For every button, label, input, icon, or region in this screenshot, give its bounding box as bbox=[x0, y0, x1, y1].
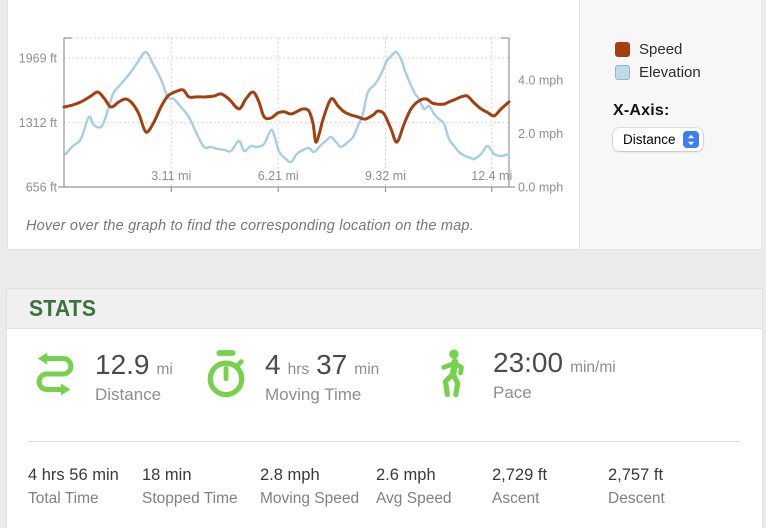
x-axis-select-value: Distance bbox=[623, 132, 676, 147]
y-right-tick-label: 2.0 mph bbox=[518, 127, 563, 141]
x-axis-control: X-Axis: Distance bbox=[613, 102, 703, 151]
secondary-stat-stopped-time: 18 min Stopped Time bbox=[142, 466, 238, 508]
chart-card: 3.11 mi 6.21 mi 9.32 mi 12.4 mi 1969 ft 1312 … bbox=[7, 0, 761, 250]
secondary-stat-label: Avg Speed bbox=[376, 490, 452, 507]
chart-side-panel: Speed Elevation X-Axis: Distance bbox=[579, 0, 761, 249]
x-axis-label: X-Axis: bbox=[613, 102, 670, 119]
stat-value-segment: hrs bbox=[287, 361, 310, 378]
chart-legend: Speed Elevation bbox=[615, 38, 701, 84]
stats-header: STATS bbox=[7, 289, 762, 329]
stats-title: STATS bbox=[29, 295, 97, 321]
secondary-stat-value: 18 min bbox=[142, 466, 192, 484]
y-left-tick-label: 1969 ft bbox=[19, 52, 58, 66]
secondary-stat-value: 2,729 ft bbox=[492, 466, 548, 484]
y-left-tick-label: 1312 ft bbox=[19, 116, 58, 130]
legend-label: Speed bbox=[639, 41, 683, 58]
secondary-stat-label: Stopped Time bbox=[142, 490, 238, 507]
x-tick-label: 12.4 mi bbox=[471, 169, 512, 183]
route-icon bbox=[36, 352, 74, 396]
stat-value-segment: min/mi bbox=[570, 359, 616, 376]
y-left-tick-label: 656 ft bbox=[26, 181, 58, 195]
stat-label: Moving Time bbox=[265, 385, 362, 404]
elevation-line bbox=[64, 50, 511, 164]
stat-value: 12.9 mi bbox=[95, 349, 173, 381]
stat-value: 4 hrs 37 min bbox=[265, 349, 379, 381]
stats-divider bbox=[28, 441, 740, 442]
secondary-stat-value: 4 hrs 56 min bbox=[28, 466, 119, 484]
select-stepper-icon bbox=[682, 131, 699, 148]
secondary-stat-value: 2.8 mph bbox=[260, 466, 320, 484]
secondary-stat-label: Descent bbox=[608, 490, 665, 507]
stat-value: 23:00 min/mi bbox=[493, 347, 616, 379]
stat-label: Pace bbox=[493, 383, 532, 402]
secondary-stat-moving-speed: 2.8 mph Moving Speed bbox=[260, 466, 359, 508]
stopwatch-icon bbox=[207, 350, 245, 398]
secondary-stat-avg-speed: 2.6 mph Avg Speed bbox=[376, 466, 452, 508]
secondary-stat-descent: 2,757 ft Descent bbox=[608, 466, 665, 508]
chart-area: 3.11 mi 6.21 mi 9.32 mi 12.4 mi 1969 ft 1312 … bbox=[8, 0, 579, 249]
legend-item-speed: Speed bbox=[615, 38, 701, 61]
legend-swatch-elevation bbox=[615, 65, 630, 80]
stat-value-segment: 23:00 bbox=[493, 347, 564, 378]
stat-value-segment: 37 bbox=[316, 349, 348, 380]
x-tick-label: 9.32 mi bbox=[365, 169, 406, 183]
speed-line bbox=[62, 88, 511, 144]
stat-value-segment: 12.9 bbox=[95, 349, 150, 380]
stat-tile-pace: 23:00 min/mi Pace bbox=[437, 347, 616, 403]
stat-value-segment: mi bbox=[156, 361, 173, 378]
secondary-stat-label: Ascent bbox=[492, 490, 540, 507]
secondary-stat-value: 2.6 mph bbox=[376, 466, 436, 484]
stat-value-segment: 4 bbox=[265, 349, 281, 380]
stat-value-segment: min bbox=[354, 361, 380, 378]
y-right-tick-label: 0.0 mph bbox=[518, 181, 563, 195]
y-right-tick-label: 4.0 mph bbox=[518, 73, 563, 87]
legend-item-elevation: Elevation bbox=[615, 61, 701, 84]
secondary-stat-total-time: 4 hrs 56 min Total Time bbox=[28, 466, 119, 508]
x-axis-select[interactable]: Distance bbox=[613, 128, 703, 151]
chart-svg[interactable]: 3.11 mi 6.21 mi 9.32 mi 12.4 mi 1969 ft 1312 … bbox=[8, 0, 579, 249]
secondary-stat-label: Total Time bbox=[28, 490, 99, 507]
legend-swatch-speed bbox=[615, 42, 630, 57]
stat-tile-moving-time: 4 hrs 37 min Moving Time bbox=[205, 349, 379, 405]
hiker-icon bbox=[441, 349, 464, 398]
legend-label: Elevation bbox=[639, 64, 701, 81]
secondary-stat-label: Moving Speed bbox=[260, 490, 360, 507]
secondary-stat-ascent: 2,729 ft Ascent bbox=[492, 466, 547, 508]
stats-card: STATS 12.9 mi Distance 4 hrs 37 min Moving Time… bbox=[6, 288, 763, 528]
stat-tile-distance: 12.9 mi Distance bbox=[35, 349, 173, 405]
stat-label: Distance bbox=[95, 385, 162, 404]
hover-note: Hover over the graph to find the corresp… bbox=[26, 218, 474, 234]
x-tick-label: 6.21 mi bbox=[258, 169, 299, 183]
secondary-stat-value: 2,757 ft bbox=[608, 466, 664, 484]
x-tick-label: 3.11 mi bbox=[151, 169, 191, 183]
